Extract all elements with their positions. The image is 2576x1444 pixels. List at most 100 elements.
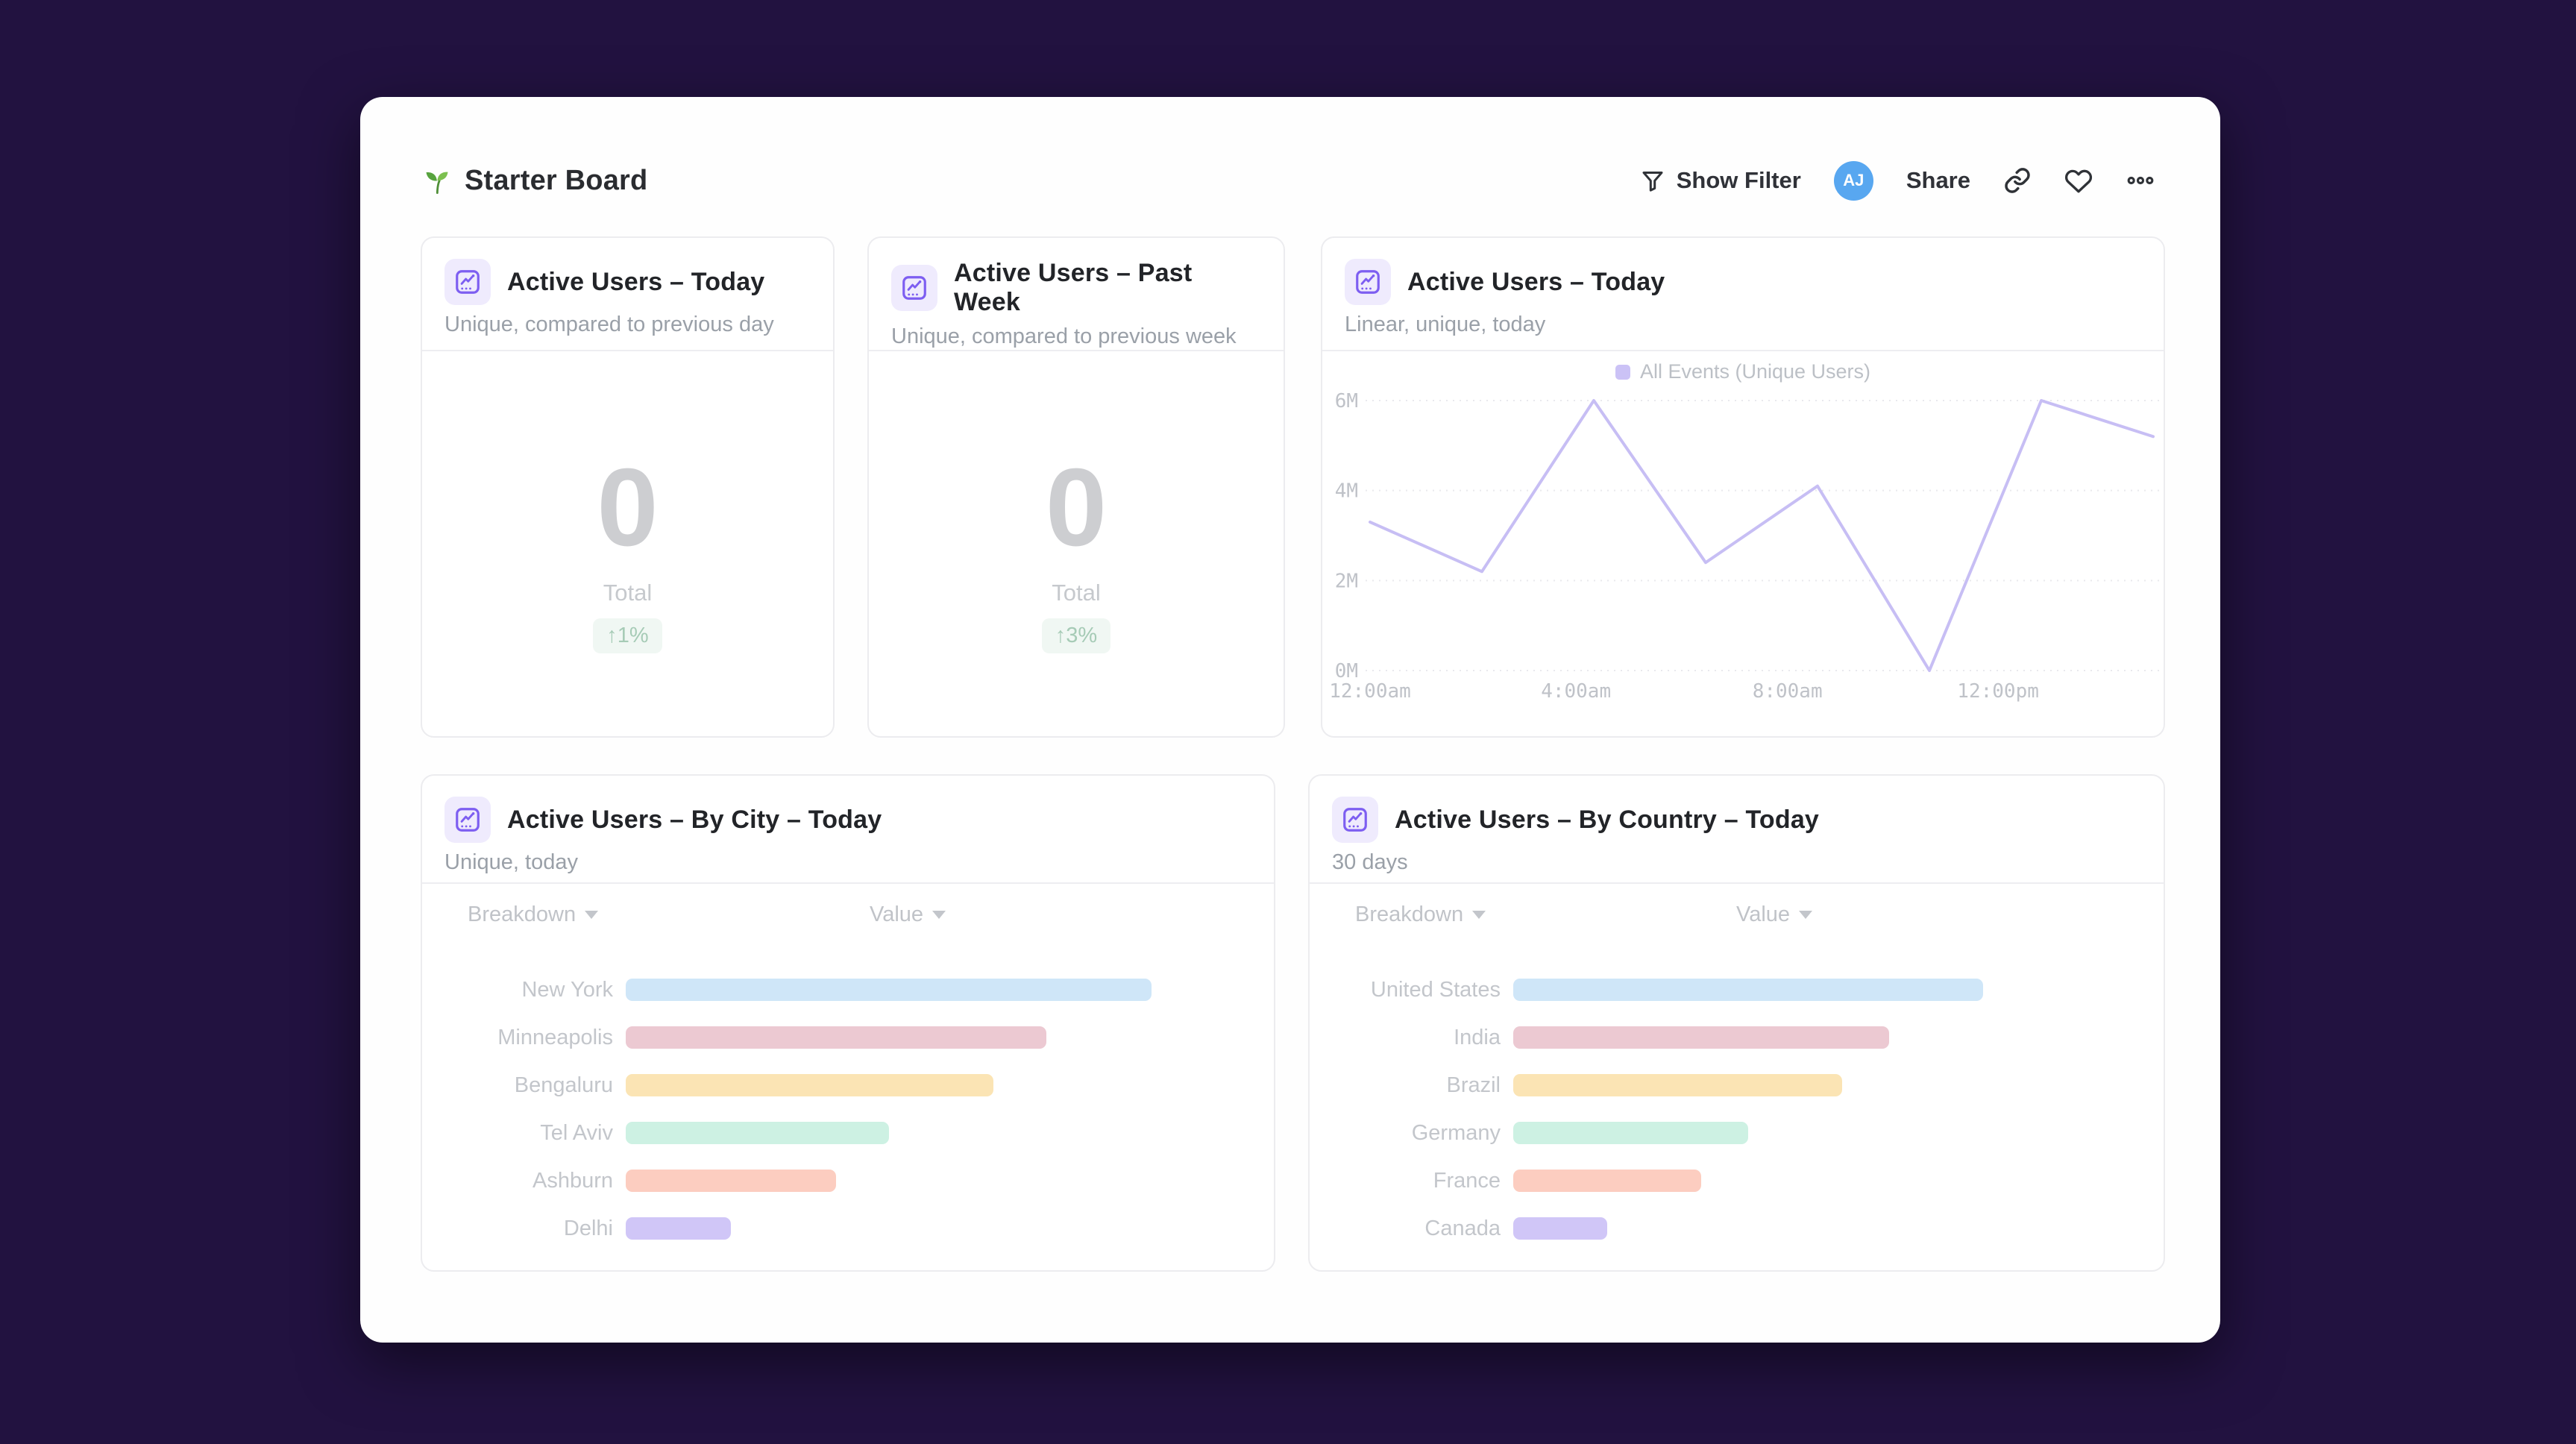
x-axis-tick-label: 8:00am — [1753, 680, 1823, 703]
share-button[interactable]: Share — [1906, 167, 1970, 194]
table-header: Breakdown Value — [1310, 902, 2164, 931]
breakdown-label: Germany — [1411, 1120, 1501, 1145]
chart-icon — [444, 259, 491, 305]
board-header: Starter Board — [421, 158, 647, 203]
caret-down-icon — [932, 911, 946, 919]
filter-icon — [1642, 172, 1663, 192]
breakdown-column-header[interactable]: Breakdown — [1355, 902, 1486, 927]
table-row: Germany — [1310, 1109, 2164, 1157]
x-axis-tick-label: 4:00am — [1541, 680, 1611, 703]
card-header: Active Users – By Country – Today 30 day… — [1310, 776, 2164, 884]
breakdown-label: Tel Aviv — [540, 1120, 613, 1145]
breakdown-label: France — [1433, 1168, 1501, 1193]
line-chart[interactable]: 0M 2M 4M 6M 12:00am 4:00am 8:00am 12:00pm — [1322, 386, 2164, 739]
value-bar[interactable] — [1513, 979, 1983, 1001]
board-title: Starter Board — [465, 164, 648, 196]
value-bar[interactable] — [626, 1217, 731, 1240]
card-subtitle: Unique, compared to previous day — [444, 313, 774, 336]
caret-down-icon — [1799, 911, 1813, 919]
value-bar[interactable] — [626, 1074, 993, 1096]
card-header: Active Users – Today Unique, compared to… — [422, 238, 833, 351]
card-header: Active Users – Past Week Unique, compare… — [869, 238, 1284, 351]
breakdown-rows: United States India Brazil Germany France Can… — [1310, 966, 2164, 1252]
breakdown-column-header[interactable]: Breakdown — [468, 902, 599, 927]
card-subtitle: Linear, unique, today — [1345, 313, 1546, 336]
value-bar[interactable] — [626, 1122, 889, 1144]
card-title[interactable]: Active Users – Past Week — [954, 259, 1193, 316]
table-row: Bengaluru — [422, 1061, 1274, 1109]
link-icon — [2005, 168, 2030, 193]
value-column-label: Value — [870, 902, 924, 926]
chart-icon — [1332, 797, 1378, 843]
card-subtitle: Unique, compared to previous week — [891, 324, 1237, 348]
card-title[interactable]: Active Users – Today — [507, 267, 765, 296]
share-label: Share — [1906, 167, 1970, 193]
show-filter-label: Show Filter — [1676, 167, 1801, 193]
table-row: France — [1310, 1157, 2164, 1205]
card-active-users-past-week: Active Users – Past Week Unique, compare… — [867, 236, 1285, 738]
value-bar[interactable] — [626, 1026, 1046, 1049]
table-row: Delhi — [422, 1205, 1274, 1252]
favorite-button[interactable] — [2064, 166, 2093, 195]
value-bar[interactable] — [1513, 1026, 1889, 1049]
delta-badge: ↑3% — [1041, 618, 1111, 653]
breakdown-label: New York — [521, 977, 613, 1002]
board-actions: Show Filter AJ Share — [1639, 157, 2155, 204]
card-subtitle: 30 days — [1332, 850, 1408, 874]
show-filter-button[interactable]: Show Filter — [1639, 167, 1801, 194]
table-row: New York — [422, 966, 1274, 1014]
breakdown-label: Delhi — [563, 1216, 613, 1240]
breakdown-label: Brazil — [1446, 1073, 1501, 1097]
value-column-label: Value — [1736, 902, 1791, 926]
breakdown-column-label: Breakdown — [1355, 902, 1464, 926]
avatar-initials: AJ — [1843, 171, 1865, 189]
x-axis-tick-label: 12:00pm — [1957, 680, 2039, 703]
card-header: Active Users – By City – Today Unique, t… — [422, 776, 1274, 884]
table-row: Tel Aviv — [422, 1109, 1274, 1157]
avatar[interactable]: AJ — [1833, 160, 1873, 201]
breakdown-label: Minneapolis — [497, 1025, 613, 1049]
stat-label: Total — [603, 580, 653, 606]
breakdown-rows: New York Minneapolis Bengaluru Tel Aviv Ashb… — [422, 966, 1274, 1252]
stat-body: 0 Total ↑1% — [422, 351, 833, 736]
value-bar[interactable] — [1513, 1074, 1842, 1096]
chart-icon — [891, 265, 937, 311]
more-button[interactable] — [2126, 166, 2155, 195]
copy-link-button[interactable] — [2003, 166, 2032, 195]
table-row: Brazil — [1310, 1061, 2164, 1109]
breakdown-label: United States — [1370, 977, 1501, 1002]
value-bar[interactable] — [626, 1170, 836, 1192]
table-row: Canada — [1310, 1205, 2164, 1252]
breakdown-label: Ashburn — [532, 1168, 613, 1193]
more-icon — [2127, 176, 2154, 185]
value-column-header[interactable]: Value — [870, 902, 946, 927]
y-axis-tick-label: 0M — [1335, 660, 1358, 682]
value-bar[interactable] — [1513, 1170, 1701, 1192]
legend-label: All Events (Unique Users) — [1639, 360, 1871, 383]
card-title[interactable]: Active Users – By City – Today — [507, 805, 882, 834]
breakdown-column-label: Breakdown — [468, 902, 577, 926]
table-row: Minneapolis — [422, 1014, 1274, 1061]
value-bar[interactable] — [626, 979, 1152, 1001]
seedling-icon — [426, 172, 448, 195]
value-bar[interactable] — [1513, 1122, 1748, 1144]
chart-legend: All Events (Unique Users) — [1322, 360, 2164, 383]
chart-icon — [444, 797, 491, 843]
value-bar[interactable] — [1513, 1217, 1607, 1240]
card-subtitle: Unique, today — [444, 850, 578, 874]
y-axis-tick-label: 4M — [1335, 480, 1358, 503]
value-column-header[interactable]: Value — [1736, 902, 1813, 927]
legend-swatch — [1615, 364, 1630, 380]
stat-body: 0 Total ↑3% — [869, 351, 1284, 736]
y-axis-tick-label: 2M — [1335, 570, 1358, 592]
card-active-users-today: Active Users – Today Unique, compared to… — [421, 236, 835, 738]
breakdown-label: India — [1454, 1025, 1501, 1049]
card-title[interactable]: Active Users – Today — [1407, 267, 1665, 296]
card-active-users-by-city: Active Users – By City – Today Unique, t… — [421, 774, 1275, 1272]
line-series[interactable] — [1369, 399, 2155, 672]
table-header: Breakdown Value — [422, 902, 1274, 931]
x-axis-tick-label: 12:00am — [1329, 680, 1411, 703]
card-title[interactable]: Active Users – By Country – Today — [1395, 805, 1820, 834]
stat-label: Total — [1052, 580, 1101, 606]
